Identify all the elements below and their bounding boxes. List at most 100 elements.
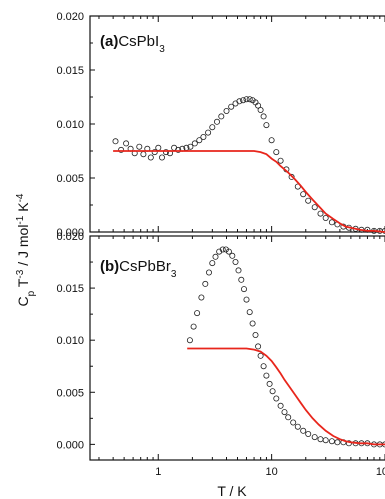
panel-b-frame bbox=[89, 235, 385, 461]
panel-a-data-point bbox=[200, 133, 207, 140]
y-title-part-2: T bbox=[15, 278, 31, 291]
panel-b-data-point bbox=[334, 439, 341, 446]
panel-b-xtick-label: 100 bbox=[376, 466, 385, 478]
panel-a-data-point bbox=[205, 129, 212, 136]
panel-a: 0.000 0.005 0.010 0.015 0.020 (a)CsPbI3 bbox=[56, 11, 385, 239]
panel-b-compound-sub: 3 bbox=[171, 269, 177, 280]
panel-b-data-point bbox=[209, 260, 216, 267]
panel-b-data-point bbox=[266, 380, 273, 387]
panel-b-data-point bbox=[290, 419, 297, 426]
panel-b-data-point bbox=[194, 310, 201, 317]
panel-b-data-point bbox=[255, 343, 262, 350]
panel-b-data-point bbox=[232, 258, 239, 265]
panel-a-label: (a)CsPbI3 bbox=[100, 33, 165, 55]
panel-a-data-point bbox=[162, 149, 169, 156]
panel-b-data-point bbox=[243, 296, 250, 303]
y-axis-title: Cp T-3 / J mol-1 K-4 bbox=[15, 193, 37, 306]
panel-b-data-point bbox=[229, 252, 236, 259]
panel-a-data-point bbox=[277, 157, 284, 164]
panel-b-data-point bbox=[345, 440, 352, 447]
panel-b-data-point bbox=[252, 331, 259, 338]
panel-b-data-point bbox=[186, 337, 193, 344]
panel-b-fit-line bbox=[187, 347, 385, 446]
panel-b-data-point bbox=[222, 246, 229, 253]
y-title-part-6: K bbox=[15, 202, 31, 216]
panel-a-data-point bbox=[140, 151, 147, 158]
panel-a-fit-line bbox=[113, 150, 385, 233]
panel-a-data-point bbox=[223, 108, 230, 115]
panel-b-data-point bbox=[238, 276, 245, 283]
panel-b: 0.000 0.005 0.010 0.015 0.020 1 10 100 (b)CsPbB… bbox=[56, 231, 385, 478]
panel-a-data-point bbox=[136, 143, 143, 150]
panel-a-data-point bbox=[257, 107, 264, 114]
panel-b-data-point bbox=[328, 438, 335, 445]
panel-a-data-point bbox=[232, 100, 239, 107]
panel-a-data-point bbox=[218, 113, 225, 120]
panel-a-data-point bbox=[243, 96, 250, 103]
panel-a-data-point bbox=[151, 149, 158, 156]
panel-b-data-point bbox=[240, 286, 247, 293]
panel-b-letter: (b) bbox=[100, 258, 119, 275]
panel-b-data-point bbox=[246, 309, 253, 316]
panel-a-data-point bbox=[268, 137, 275, 144]
panel-a-data-point bbox=[236, 98, 243, 105]
x-axis-title: T / K bbox=[217, 483, 247, 499]
panel-a-data-point bbox=[311, 204, 318, 211]
panel-a-ytick-label: 0.020 bbox=[56, 11, 84, 23]
panel-a-data-point bbox=[288, 173, 295, 180]
panel-b-ytick-label: 0.000 bbox=[56, 439, 84, 451]
panel-b-data-point bbox=[285, 414, 292, 421]
panel-a-data-point bbox=[255, 102, 262, 109]
panel-a-data-point bbox=[300, 191, 307, 198]
panel-a-data-point bbox=[240, 97, 247, 104]
panel-b-ytick-label: 0.005 bbox=[56, 387, 84, 399]
panel-b-data-point bbox=[311, 434, 318, 441]
panel-b-data-point bbox=[281, 409, 288, 416]
panel-b-data-point bbox=[300, 427, 307, 434]
panel-a-data-point bbox=[123, 140, 130, 147]
panel-b-compound: CsPbBr bbox=[119, 258, 171, 275]
panel-a-data-point bbox=[228, 103, 235, 110]
panel-b-data-point bbox=[212, 253, 219, 260]
panel-a-data-point bbox=[196, 137, 203, 144]
y-title-part-7: -4 bbox=[15, 193, 26, 202]
panel-b-data-point bbox=[257, 352, 264, 359]
panel-b-data-point bbox=[198, 294, 205, 301]
panel-a-data-point bbox=[263, 122, 270, 129]
panel-a-data-point bbox=[305, 197, 312, 204]
y-title-part-5: -1 bbox=[15, 215, 26, 224]
panel-b-data-point bbox=[202, 280, 209, 287]
panel-a-data-point bbox=[155, 144, 162, 151]
panel-b-xtick-label: 10 bbox=[266, 466, 278, 478]
panel-b-data-point bbox=[249, 320, 256, 327]
panel-a-letter: (a) bbox=[100, 33, 118, 50]
panel-a-compound: CsPbI bbox=[118, 33, 159, 50]
panel-a-data-point bbox=[328, 219, 335, 226]
panel-a-data-point bbox=[260, 113, 267, 120]
panel-b-ytick-label: 0.010 bbox=[56, 335, 84, 347]
panel-b-data-point bbox=[322, 437, 329, 444]
panel-b-ytick-label: 0.015 bbox=[56, 283, 84, 295]
panel-a-data-point bbox=[147, 154, 154, 161]
panel-b-data-point bbox=[190, 323, 197, 330]
panel-b-data-point bbox=[205, 269, 212, 276]
panel-a-data-point bbox=[187, 143, 194, 150]
panel-b-data-point bbox=[260, 363, 267, 370]
panel-a-data-point bbox=[273, 149, 280, 156]
panel-b-data-point bbox=[277, 402, 284, 409]
panel-a-data-point bbox=[322, 214, 329, 221]
y-title-part-3: -3 bbox=[15, 269, 26, 278]
panel-b-data-point bbox=[269, 388, 276, 395]
y-title-part-4: / J mol bbox=[15, 225, 31, 270]
panel-b-data-point bbox=[235, 267, 242, 274]
y-title-part-0: C bbox=[15, 296, 31, 306]
panel-b-data-point bbox=[219, 246, 226, 253]
panel-a-data-point bbox=[246, 96, 253, 103]
panel-a-data-point bbox=[317, 210, 324, 217]
panel-b-data-point bbox=[294, 423, 301, 430]
panel-a-data-point bbox=[158, 154, 165, 161]
panel-a-data-point bbox=[191, 140, 198, 147]
panel-b-data-point bbox=[317, 436, 324, 443]
panel-a-data-point bbox=[209, 124, 216, 131]
panel-a-ytick-label: 0.010 bbox=[56, 119, 84, 131]
